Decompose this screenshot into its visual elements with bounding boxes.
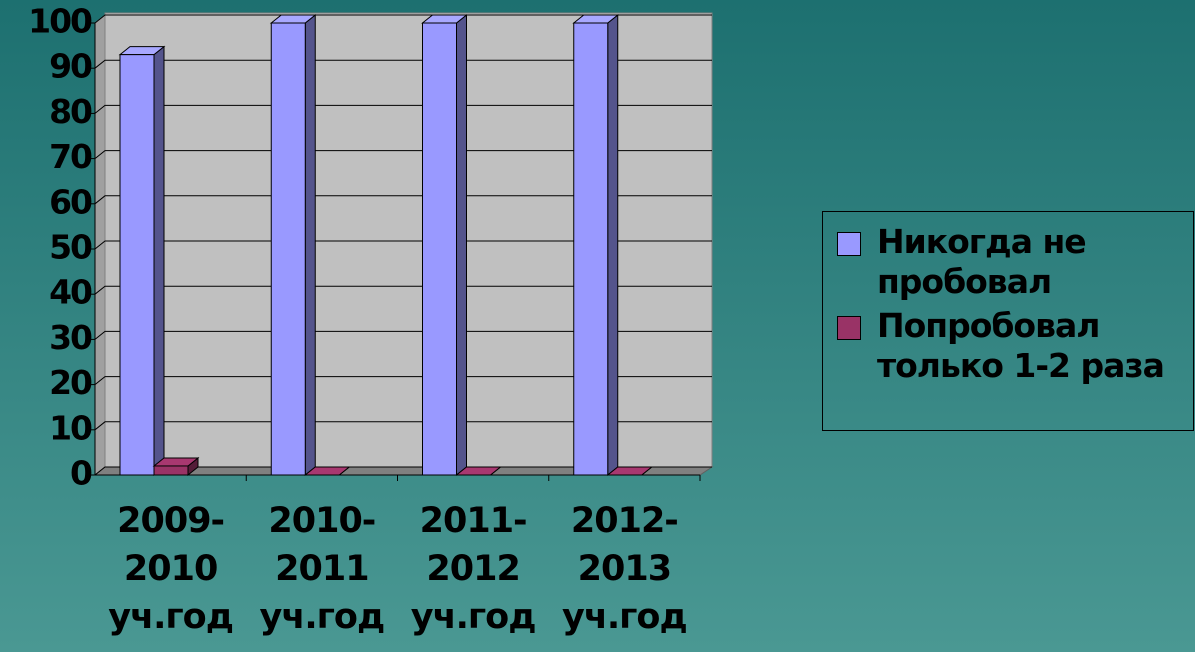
grid-line [94, 421, 712, 431]
y-tick-label: 80 [49, 92, 92, 131]
grid-line [94, 466, 712, 476]
bar [303, 466, 351, 476]
bar-front [270, 22, 306, 476]
legend-label: Попробовал только 1-2 раза [877, 306, 1165, 385]
legend: Никогда не пробовал Попробовал только 1-2… [822, 211, 1194, 431]
back-wall [104, 12, 713, 468]
y-tick-label: 30 [49, 318, 92, 357]
legend-swatch [837, 232, 861, 256]
bar-side [456, 13, 467, 477]
legend-label: Никогда не пробовал [877, 222, 1087, 301]
grid-line [94, 376, 712, 385]
bar-front [573, 22, 609, 476]
grid-line [94, 330, 712, 340]
y-tick-label: 20 [49, 363, 92, 402]
y-tick-label: 60 [49, 182, 92, 221]
grid-line [94, 195, 712, 205]
x-tick-label: 2010-2011 уч.год [259, 501, 386, 637]
grid-line [94, 150, 712, 159]
bar [421, 13, 468, 477]
grid-line [94, 104, 712, 114]
bar-side [304, 13, 316, 477]
bar-top [303, 466, 351, 476]
bar-front [153, 465, 189, 476]
legend-entry: Попробовал только 1-2 раза [837, 306, 1193, 386]
bar [152, 456, 200, 477]
x-tick-label: 2009-2010 уч.год [108, 501, 234, 637]
bar-front [119, 54, 155, 476]
y-tick-label: 50 [49, 228, 92, 267]
bar-side [607, 13, 619, 477]
grid-line [94, 14, 712, 24]
bar [572, 13, 620, 477]
grid-line [94, 240, 712, 250]
bar-top [606, 466, 654, 476]
legend-entry: Никогда не пробовал [837, 222, 1193, 302]
y-tick-label: 70 [49, 137, 92, 176]
bar [606, 466, 654, 476]
grid-line [94, 59, 712, 69]
grid-line [94, 285, 712, 295]
y-tick-label: 100 [28, 2, 92, 41]
bar-side [153, 45, 165, 477]
legend-swatch [837, 316, 861, 340]
y-tick-label: 40 [49, 273, 92, 312]
bar-top [455, 466, 502, 476]
x-tick-label: 2011-2012 уч.год [410, 501, 537, 637]
y-tick-label: 90 [49, 47, 92, 86]
bar [118, 45, 166, 477]
bar [455, 466, 502, 476]
x-tick-label: 2012-2013 уч.год [562, 501, 688, 637]
bar-front [422, 22, 457, 476]
y-tick-label: 10 [49, 408, 92, 447]
bar [269, 13, 317, 477]
y-tick-label: 0 [70, 454, 92, 493]
